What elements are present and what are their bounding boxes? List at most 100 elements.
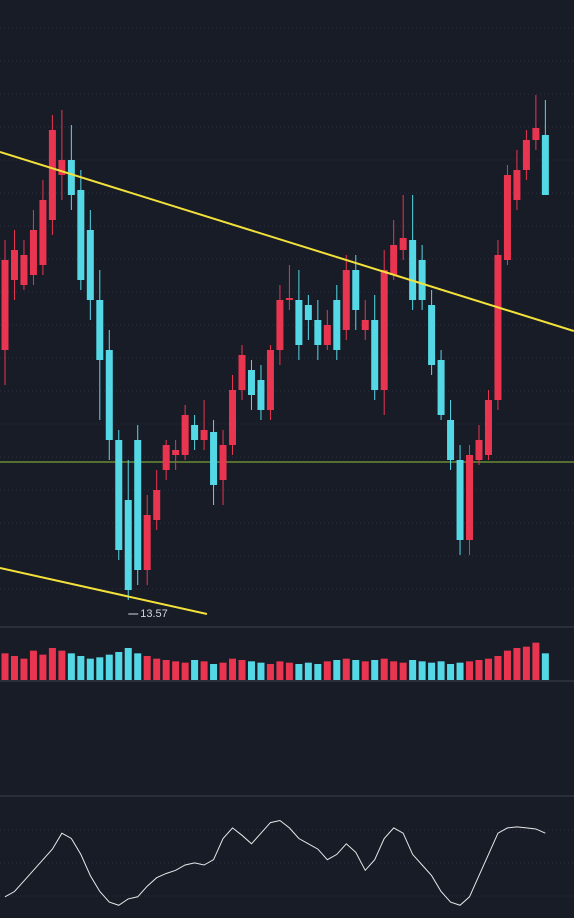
volume-bar xyxy=(115,652,123,680)
candle-body xyxy=(304,305,312,320)
volume-bar xyxy=(409,660,417,680)
candle-body xyxy=(409,240,417,300)
volume-bar xyxy=(219,662,227,680)
volume-bar xyxy=(285,662,293,680)
candle-body xyxy=(266,350,274,410)
volume-bar xyxy=(428,662,436,680)
candle-body xyxy=(29,230,37,275)
volume-bar xyxy=(484,658,492,680)
volume-bar xyxy=(352,660,360,680)
candle-body xyxy=(456,460,464,540)
volume-bar xyxy=(456,662,464,680)
candle-body xyxy=(494,255,502,400)
volume-bar xyxy=(10,656,18,680)
candle-body xyxy=(475,440,483,460)
volume-bar xyxy=(342,658,350,680)
candle-body xyxy=(134,440,142,570)
volume-bar xyxy=(475,660,483,680)
candle-body xyxy=(428,305,436,365)
candle-body xyxy=(295,300,303,345)
volume-bar xyxy=(143,656,151,680)
candle-body xyxy=(143,515,151,570)
volume-bar xyxy=(295,664,303,680)
candle-body xyxy=(10,250,18,280)
trend-line xyxy=(0,151,574,332)
candle-body xyxy=(20,255,28,285)
candle-body xyxy=(77,190,85,280)
volume-bar xyxy=(105,654,113,680)
candle-body xyxy=(67,160,75,195)
volume-bar xyxy=(361,661,369,680)
candle-body xyxy=(276,300,284,350)
volume-bar xyxy=(418,661,426,680)
candle-body xyxy=(380,270,388,390)
candle-body xyxy=(162,445,170,470)
volume-bar xyxy=(172,661,180,680)
candle-body xyxy=(390,245,398,275)
volume-bar xyxy=(58,650,66,680)
candle-body xyxy=(86,230,94,300)
volume-bar xyxy=(503,650,511,680)
volume-bar xyxy=(522,646,530,680)
candle-body xyxy=(124,500,132,590)
candle-body xyxy=(352,270,360,310)
candle-body xyxy=(210,432,218,485)
candle-body xyxy=(437,360,445,415)
volume-bar xyxy=(48,648,56,680)
volume-bar xyxy=(210,664,218,680)
candle-body xyxy=(200,430,208,440)
candle-body xyxy=(361,320,369,330)
volume-bar xyxy=(124,648,132,680)
volume-bar xyxy=(77,656,85,680)
volume-bar xyxy=(257,662,265,680)
volume-bar xyxy=(532,642,540,680)
volume-bar xyxy=(314,664,322,680)
volume-bar xyxy=(200,661,208,680)
volume-bar xyxy=(276,661,284,680)
candle-body xyxy=(532,128,540,140)
candle-body xyxy=(105,350,113,440)
candle-body xyxy=(39,200,47,265)
volume-bar xyxy=(247,661,255,680)
volume-bar xyxy=(39,654,47,680)
candle-body xyxy=(219,445,227,480)
volume-bar xyxy=(333,660,341,680)
candle-body xyxy=(181,415,189,455)
trend-line xyxy=(0,567,208,615)
volume-bar xyxy=(323,661,331,680)
candle-body xyxy=(447,420,455,460)
volume-bar xyxy=(466,661,474,680)
candle-body xyxy=(1,260,9,350)
volume-bar xyxy=(304,662,312,680)
candle-body xyxy=(229,390,237,445)
candle-body xyxy=(503,175,511,260)
candle-body xyxy=(541,135,549,195)
volume-bar xyxy=(266,664,274,680)
candle-body xyxy=(48,130,56,220)
candle-body xyxy=(323,325,331,345)
candle-body xyxy=(371,320,379,390)
candle-body xyxy=(513,170,521,200)
volume-bar xyxy=(162,660,170,680)
volume-bar xyxy=(399,662,407,680)
candle-body xyxy=(342,270,350,330)
volume-bar xyxy=(1,653,9,680)
volume-bar xyxy=(371,660,379,680)
volume-bar xyxy=(229,658,237,680)
volume-bar xyxy=(447,664,455,680)
oscillator-line xyxy=(4,819,546,906)
volume-bar xyxy=(29,650,37,680)
volume-bar xyxy=(153,658,161,680)
volume-bar xyxy=(181,662,189,680)
candle-body xyxy=(314,320,322,345)
volume-bar xyxy=(86,658,94,680)
candle-body xyxy=(247,370,255,395)
volume-bar xyxy=(191,660,199,680)
candle-body xyxy=(418,260,426,300)
low-annotation: 13.57 xyxy=(140,608,168,620)
volume-bar xyxy=(541,653,549,680)
candle-body xyxy=(522,140,530,170)
volume-bar xyxy=(380,658,388,680)
